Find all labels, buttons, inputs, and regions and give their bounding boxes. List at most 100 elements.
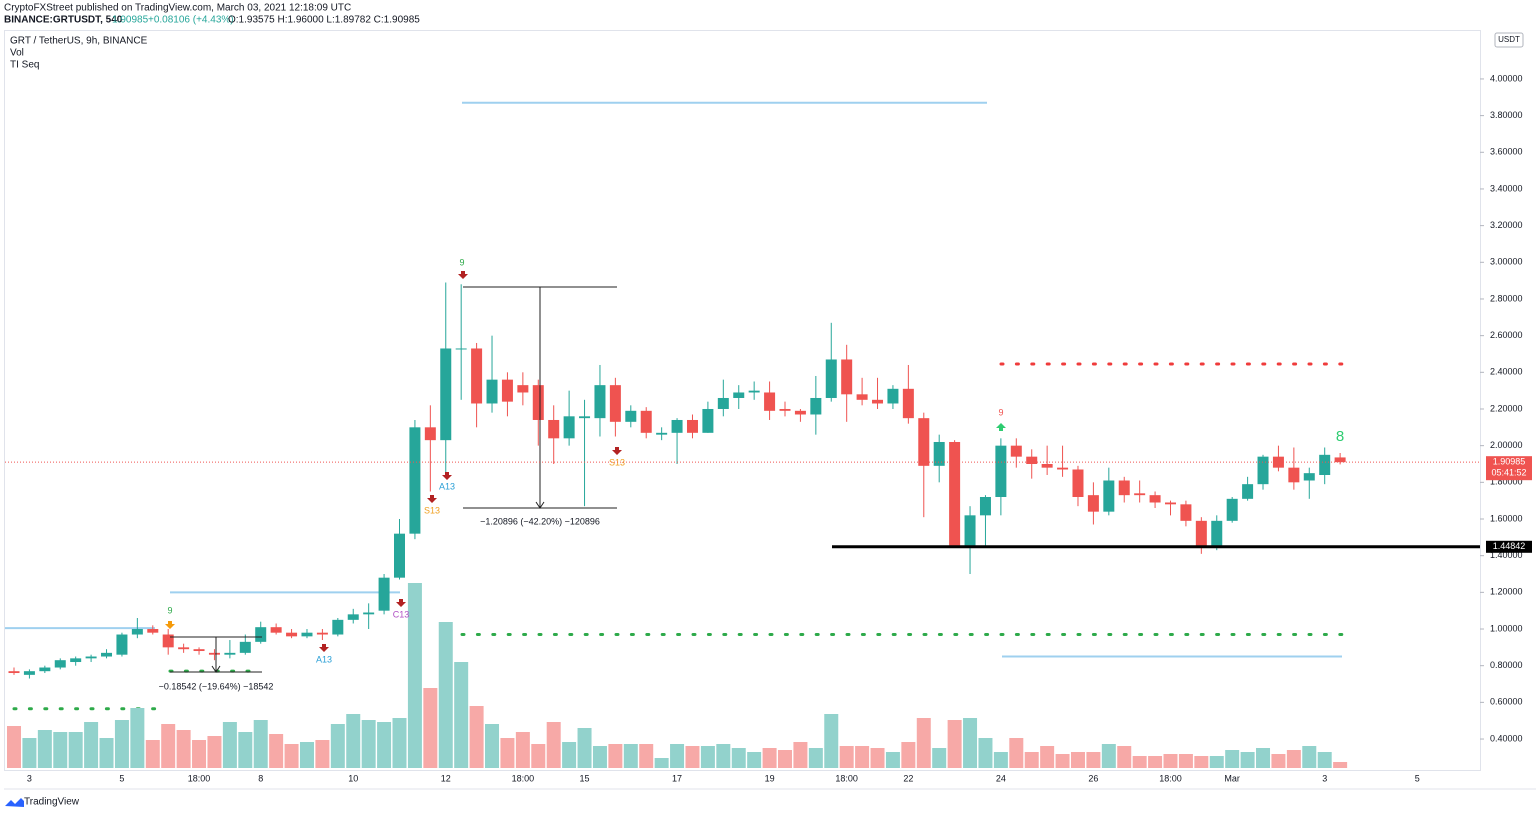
x-tick-label: Mar: [1224, 773, 1240, 783]
candle-body: [363, 612, 375, 615]
y-tick-label: 3.40000: [1490, 183, 1523, 193]
candle-body: [1334, 457, 1346, 463]
volume-bar: [793, 742, 808, 768]
volume-bar: [68, 732, 83, 768]
candle-body: [902, 388, 914, 419]
volume-bar: [824, 714, 839, 768]
sell-arrow: [427, 495, 437, 503]
x-tick-label: 3: [27, 773, 32, 783]
candle-body: [54, 660, 66, 668]
candle-body: [394, 533, 405, 578]
candle-body: [1195, 520, 1207, 547]
candle-body: [717, 397, 729, 409]
volume-bar: [176, 730, 191, 768]
candle-body: [178, 647, 190, 650]
candle-body: [933, 441, 945, 466]
y-tick-label: 0.40000: [1490, 733, 1523, 743]
volume-bar: [978, 738, 993, 768]
y-tick-label: 3.20000: [1490, 220, 1523, 230]
candle-body: [347, 614, 359, 620]
candle-body: [594, 385, 606, 419]
x-tick-label: 24: [996, 773, 1006, 783]
volume-bar: [515, 732, 530, 768]
candle-body: [224, 652, 236, 655]
change: +0.08106 (+4.43%): [148, 15, 234, 26]
volume-bar: [993, 752, 1008, 768]
td-label: 9: [459, 257, 464, 267]
volume-bar: [1070, 752, 1085, 768]
candle-body: [316, 632, 328, 635]
last-price-tag: [1486, 456, 1532, 481]
volume-bar: [53, 732, 68, 768]
currency-box[interactable]: [1494, 32, 1524, 48]
volume-bar: [284, 744, 299, 768]
candle-body: [872, 399, 884, 404]
candle-body: [671, 419, 683, 433]
y-tick-label: 3.00000: [1490, 257, 1523, 267]
candle-body: [131, 629, 143, 635]
plot-frame: [4, 30, 1481, 771]
candle-body: [764, 392, 776, 411]
volume-bar: [145, 740, 160, 768]
volume-bar: [1117, 746, 1132, 768]
measure-label: −1.20896 (−42.20%) −120896: [480, 516, 600, 526]
volume-bar: [747, 752, 762, 768]
volume-bar: [901, 742, 916, 768]
candle-body: [625, 410, 637, 422]
candle-body: [1242, 484, 1254, 499]
x-tick-label: 17: [672, 773, 682, 783]
last-price-label: 1.90985: [1493, 457, 1526, 467]
candle-body: [949, 441, 961, 547]
volume-bar: [1009, 738, 1024, 768]
y-tick-label: 1.20000: [1490, 587, 1523, 597]
candle-body: [825, 359, 837, 398]
x-tick-label: 8: [258, 773, 263, 783]
candle-body: [239, 641, 251, 653]
candle-body: [501, 379, 513, 402]
sell-arrow: [458, 271, 468, 279]
volume-bar: [1256, 748, 1271, 768]
volume-bar: [114, 720, 129, 768]
candle-body: [409, 427, 421, 534]
x-tick-label: 10: [348, 773, 358, 783]
candle-body: [1211, 520, 1223, 547]
volume-bar: [377, 722, 392, 768]
volume-bar: [1194, 756, 1209, 768]
x-tick-label: 19: [765, 773, 775, 783]
candle-body: [517, 385, 529, 393]
y-tick-label: 2.80000: [1490, 293, 1523, 303]
candle-body: [1026, 456, 1038, 464]
volume-bar: [577, 728, 592, 768]
x-tick-label: 15: [580, 773, 590, 783]
candle-body: [301, 632, 313, 637]
volume-bar: [639, 744, 654, 768]
candle-body: [440, 348, 452, 441]
volume-bar: [238, 732, 253, 768]
volume-bar: [130, 708, 145, 768]
countdown: 05:41:52: [1491, 468, 1526, 478]
candle-body: [147, 629, 159, 633]
indicator: TI Seq: [10, 60, 39, 71]
candle-body: [286, 632, 298, 637]
td-label: 8: [1336, 428, 1344, 445]
measure-head: [211, 665, 221, 673]
volume-bar: [932, 748, 947, 768]
chart-title: GRT / TetherUS, 9h, BINANCE: [10, 36, 148, 47]
volume-bar: [222, 722, 237, 768]
volume-bar: [485, 724, 500, 768]
x-tick-label: 22: [903, 773, 913, 783]
level-tag: [1486, 540, 1532, 553]
candle-body: [23, 671, 35, 675]
candle-body: [116, 634, 128, 655]
candle-body: [486, 379, 498, 404]
volume-bar: [963, 718, 978, 768]
volume-bar: [299, 742, 314, 768]
currency: USDT: [1498, 35, 1520, 44]
volume-bar: [1225, 750, 1240, 768]
candle-body: [471, 348, 483, 404]
candle-body: [563, 416, 575, 439]
volume-bar: [99, 738, 114, 768]
candle-body: [656, 432, 668, 435]
y-tick-label: 0.80000: [1490, 660, 1523, 670]
volume-bar: [1086, 752, 1101, 768]
